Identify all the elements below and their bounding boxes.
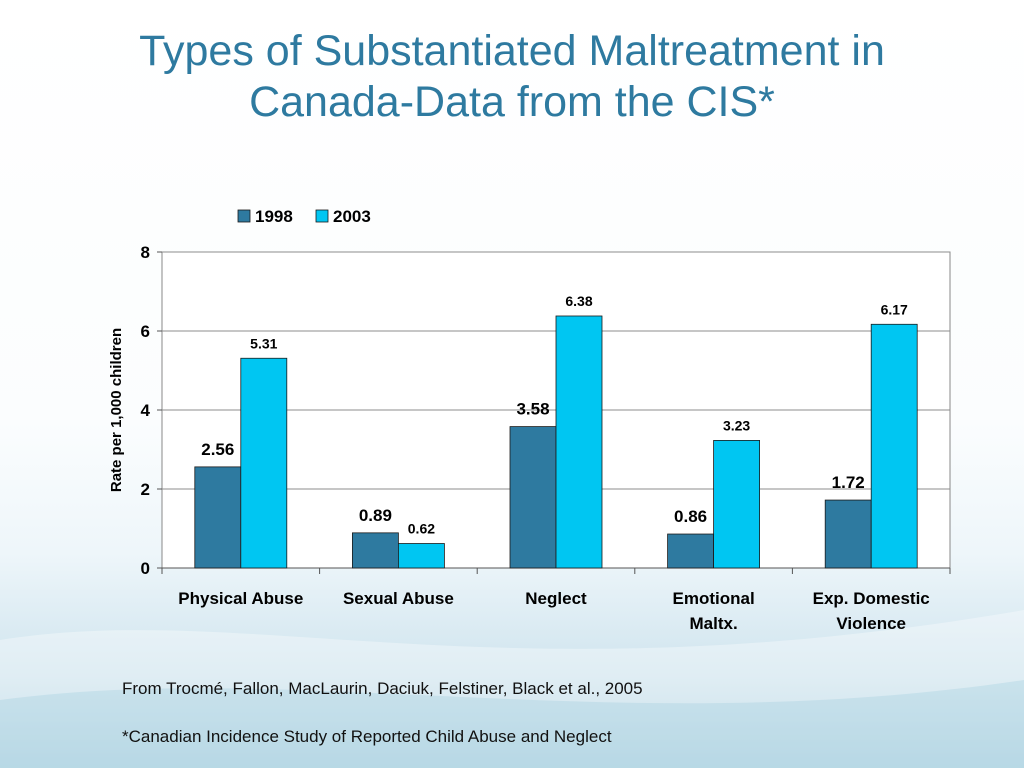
- data-label-2003: 5.31: [250, 335, 277, 351]
- bar-1998: [351, 532, 399, 569]
- x-tick-label: Exp. Domestic: [813, 589, 930, 608]
- legend-swatch-1998: [237, 209, 251, 223]
- data-label-1998: 3.58: [516, 400, 549, 419]
- y-axis-title: Rate per 1,000 children: [108, 328, 125, 492]
- y-tick-label: 4: [141, 401, 151, 420]
- bar-2003: [713, 440, 760, 569]
- y-tick-label: 2: [141, 480, 150, 499]
- cis-footnote: *Canadian Incidence Study of Reported Ch…: [122, 727, 612, 746]
- bar-2003: [555, 315, 603, 569]
- title-line-2: Canada-Data from the CIS*: [249, 78, 775, 126]
- data-label-1998: 1.72: [832, 473, 865, 492]
- bar-2003: [397, 543, 445, 569]
- legend-label-1998: 1998: [255, 207, 293, 226]
- x-tick-label: Violence: [836, 614, 906, 633]
- slide-title: Types of Substantiated Maltreatment in C…: [60, 26, 964, 128]
- data-label-1998: 0.86: [674, 507, 707, 526]
- y-tick-label: 6: [141, 322, 150, 341]
- data-label-1998: 2.56: [201, 440, 234, 459]
- bar-2003: [870, 323, 918, 569]
- data-label-2003: 3.23: [723, 417, 750, 433]
- legend-swatch-2003: [315, 209, 329, 223]
- x-tick-label: Physical Abuse: [178, 589, 303, 608]
- data-label-2003: 0.62: [408, 521, 435, 537]
- bar-1998: [509, 426, 557, 569]
- title-line-1: Types of Substantiated Maltreatment in: [139, 27, 885, 75]
- data-label-1998: 0.89: [359, 506, 392, 525]
- y-tick-label: 0: [141, 559, 150, 578]
- bar-1998: [824, 499, 872, 569]
- data-label-2003: 6.38: [565, 293, 592, 309]
- x-tick-label: Emotional: [673, 589, 755, 608]
- bar-1998: [667, 533, 714, 569]
- legend-label-2003: 2003: [333, 207, 371, 226]
- x-tick-label: Sexual Abuse: [343, 589, 454, 608]
- source-note: From Trocmé, Fallon, MacLaurin, Daciuk, …: [122, 679, 643, 698]
- data-label-2003: 6.17: [881, 301, 908, 317]
- x-tick-label: Maltx.: [690, 614, 738, 633]
- bar-2003: [240, 357, 288, 569]
- x-tick-label: Neglect: [525, 589, 587, 608]
- bar-1998: [194, 466, 242, 569]
- y-tick-label: 8: [141, 243, 150, 262]
